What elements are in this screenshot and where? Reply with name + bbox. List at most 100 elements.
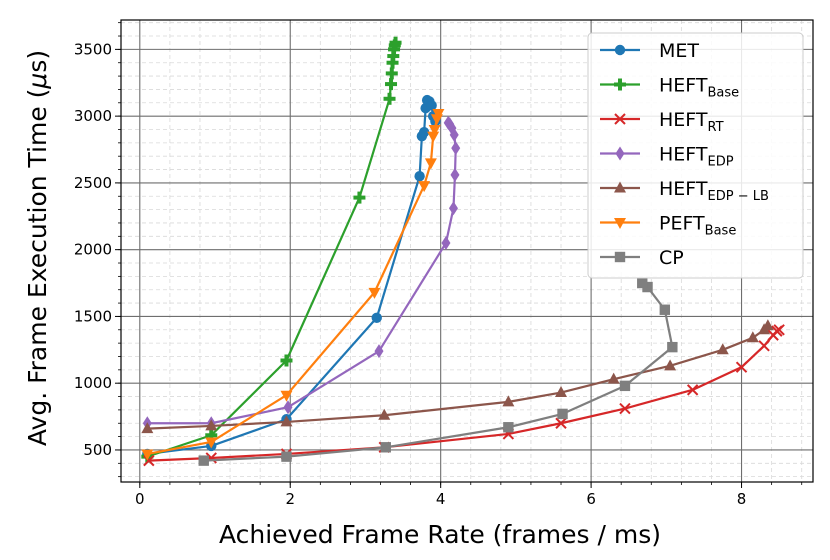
point-peft-base (428, 124, 441, 136)
point-heft-base (353, 191, 366, 204)
point-cp (619, 380, 631, 392)
legend-label-name: HEFT (659, 75, 708, 97)
point-heft-base (387, 50, 400, 63)
point-cp (659, 304, 671, 315)
point-heft-base (389, 36, 402, 49)
series-heft-base (141, 36, 402, 463)
point-peft-base (424, 158, 437, 170)
y-tick-label: 500 (83, 441, 112, 459)
legend-label: HEFTEDP (659, 144, 734, 170)
legend-item-heft-base: HEFTBase (600, 75, 739, 101)
point-cp (198, 455, 209, 466)
point-heft-edp-lb (664, 359, 677, 371)
point-heft-base (386, 56, 399, 69)
point-heft-edp (450, 167, 460, 182)
legend-item-heft-edp-lb: HEFTEDP − LB (600, 178, 769, 204)
y-tick-label: 3000 (74, 107, 112, 125)
point-heft-edp-lb (378, 408, 391, 420)
series-heft-edp-lb (141, 319, 774, 434)
legend-label-name: HEFT (659, 144, 708, 166)
legend-marker (614, 44, 626, 56)
series-cp (198, 277, 678, 466)
point-heft-edp-lb (205, 419, 218, 431)
point-heft-base (385, 67, 398, 80)
point-heft-edp-lb (555, 386, 568, 398)
point-heft-rt (758, 340, 770, 352)
point-heft-edp-lb (761, 319, 774, 331)
point-heft-base (385, 78, 398, 91)
point-heft-base (205, 429, 218, 442)
point-met (418, 126, 430, 138)
legend-label-name: PEFT (659, 213, 705, 235)
axis-ticks (115, 22, 803, 488)
legend-label-subscript: Base (708, 86, 740, 101)
point-cp (637, 277, 648, 289)
marker-plus-v (389, 67, 394, 80)
x-axis-title: Achieved Frame Rate (frames / ms) (219, 520, 661, 549)
y-axis-title-tail: s) (23, 50, 52, 73)
legend-label: PEFTBase (659, 213, 736, 239)
legend-label-name: CP (659, 247, 684, 269)
legend-marker (614, 181, 626, 193)
marker-x-b (555, 417, 567, 429)
point-peft-base (418, 181, 431, 193)
series-peft-base (141, 108, 445, 461)
point-heft-edp (441, 235, 451, 250)
point-heft-rt (735, 361, 748, 373)
point-met (426, 100, 437, 111)
point-peft-base (141, 449, 154, 461)
y-tick-label: 3500 (74, 40, 112, 58)
x-tick-label: 2 (285, 490, 295, 508)
point-heft-rt (686, 384, 699, 396)
legend-box (587, 32, 804, 279)
legend-label-name: HEFT (659, 178, 708, 200)
series-line-heft-edp-lb (147, 325, 769, 430)
legend-label-subscript: Base (705, 224, 737, 239)
point-cp (642, 281, 653, 293)
point-cp (503, 422, 514, 433)
series-heft-rt (143, 324, 785, 467)
x-tick-label: 4 (436, 490, 446, 508)
point-heft-edp (374, 344, 384, 359)
plot-frame (120, 19, 814, 483)
marker-plus-v (284, 354, 289, 367)
point-heft-base (280, 354, 293, 367)
point-met (371, 312, 382, 323)
y-axis-title: Avg. Frame Execution Time (μs) (23, 50, 52, 446)
marker-plus-v (390, 56, 395, 69)
legend-marker (614, 251, 626, 263)
marker-x-b (773, 324, 785, 336)
y-axis-title-main: Avg. Frame Execution Time ( (23, 89, 52, 447)
point-heft-edp-lb (716, 343, 729, 355)
y-axis-title-mu: μ (23, 73, 52, 90)
point-heft-rt (555, 417, 567, 429)
marker-plus-v (389, 78, 394, 91)
point-heft-edp (283, 400, 293, 415)
point-peft-base (280, 390, 293, 402)
marker-plus-v (391, 50, 396, 63)
point-cp (380, 442, 391, 453)
marker-plus-v (387, 92, 392, 105)
legend-marker (614, 218, 626, 229)
legend-label: CP (659, 247, 684, 269)
legend-item-heft-rt: HEFTRT (600, 109, 724, 135)
legend-label-name: MET (659, 40, 699, 62)
point-heft-edp (451, 141, 461, 156)
legend-item-peft-base: PEFTBase (600, 213, 736, 239)
legend-marker (614, 113, 626, 125)
legend-item-heft-edp: HEFTEDP (600, 144, 734, 170)
series-line-heft-rt (148, 328, 780, 462)
point-heft-edp-lb (280, 415, 293, 427)
legend-marker (614, 78, 626, 91)
marker-x-b (735, 361, 748, 373)
point-peft-base (368, 287, 381, 299)
x-tick-label: 0 (135, 490, 145, 508)
marker-plus-v (357, 191, 362, 204)
point-peft-base (432, 108, 445, 120)
legend-marker (615, 146, 625, 161)
point-heft-edp-lb (607, 372, 620, 384)
point-peft-base (427, 131, 440, 143)
legend-label-name: HEFT (659, 109, 708, 131)
